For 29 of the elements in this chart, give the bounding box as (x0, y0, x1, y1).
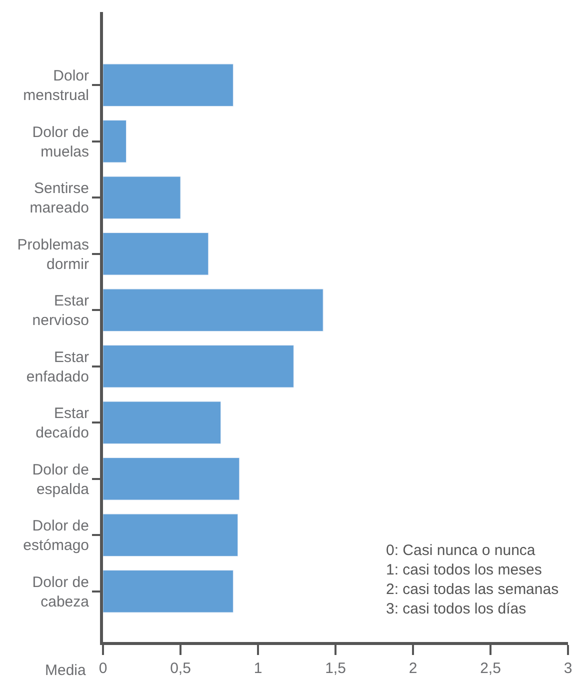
x-tick-label: 0 (98, 660, 108, 677)
x-tick-label: 2,5 (480, 660, 501, 677)
x-axis-title: Media (45, 662, 87, 679)
x-tick-label: 2 (408, 660, 418, 677)
bar (103, 64, 234, 106)
bar (103, 570, 234, 613)
annotation: 0: Casi nunca o nunca 1: casi todos los meses 2: casi todas las semanas 3: casi todos los días (386, 542, 559, 618)
bar (103, 514, 238, 556)
x-tick-label: 3 (564, 660, 572, 677)
bar (103, 345, 294, 388)
y-tick-label: Dolor menstrual (23, 68, 89, 104)
x-tick-label: 1 (254, 660, 262, 677)
x-tick-label: 0,5 (170, 660, 191, 677)
bar (103, 120, 126, 163)
bar (103, 232, 209, 276)
y-tick-label: Dolor de cabeza (32, 574, 90, 610)
y-tick-label: Estar enfadado (26, 348, 89, 386)
y-tick-label: Dolor de espalda (32, 461, 90, 498)
x-tick-label: 1,5 (325, 660, 346, 677)
bar (103, 176, 181, 219)
bar (103, 288, 324, 332)
y-tick-label: Dolor de estómago (23, 518, 89, 554)
y-tick-label: Estar nervioso (32, 292, 89, 330)
y-tick-label: Dolor de muelas (32, 124, 89, 160)
bar (103, 401, 222, 444)
bar (103, 458, 240, 500)
y-tick-label: Estar decaído (36, 405, 89, 442)
y-tick-label: Sentirse mareado (30, 180, 89, 217)
y-tick-label: Problemas dormir (17, 236, 89, 273)
